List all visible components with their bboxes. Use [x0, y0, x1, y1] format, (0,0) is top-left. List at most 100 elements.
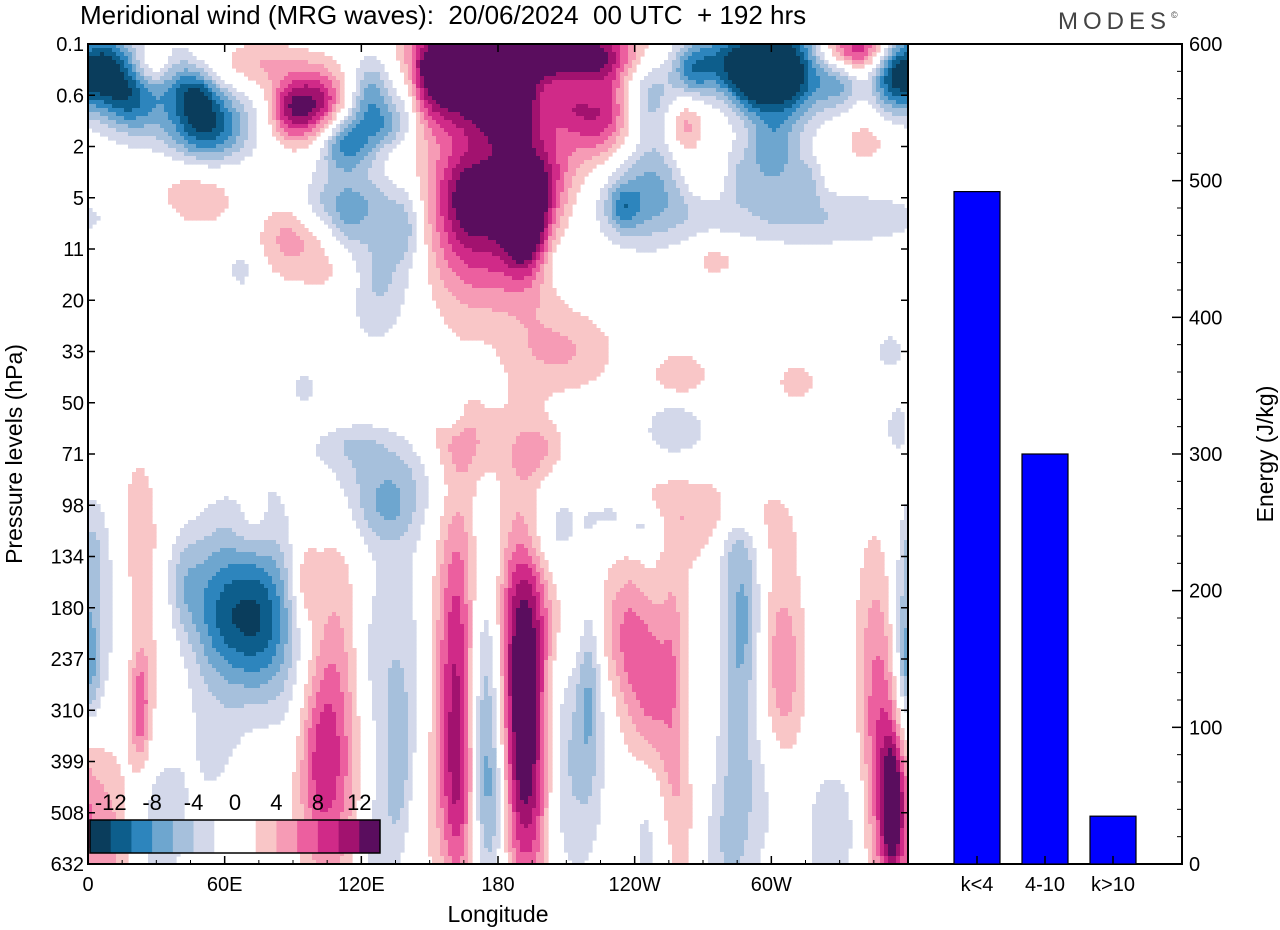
heatmap-cell: [836, 96, 841, 101]
heatmap-cell: [424, 60, 429, 65]
heatmap-cell: [104, 96, 109, 101]
heatmap-cell: [652, 136, 657, 141]
heatmap-cell: [164, 72, 169, 77]
heatmap-cell: [612, 100, 617, 105]
heatmap-cell: [120, 44, 125, 49]
heatmap-cell: [128, 96, 133, 101]
heatmap-cell: [140, 116, 145, 121]
heatmap-cell: [536, 92, 541, 97]
heatmap-cell: [692, 120, 697, 125]
heatmap-cell: [580, 92, 585, 97]
heatmap-cell: [740, 132, 745, 137]
heatmap-cell: [640, 120, 645, 125]
heatmap-cell: [248, 100, 253, 105]
heatmap-cell: [672, 48, 677, 53]
heatmap-cell: [464, 108, 469, 113]
heatmap-cell: [164, 108, 169, 113]
heatmap-cell: [752, 92, 757, 97]
heatmap-cell: [104, 72, 109, 77]
heatmap-cell: [796, 104, 801, 109]
heatmap-cell: [728, 152, 733, 157]
heatmap-cell: [736, 96, 741, 101]
heatmap-cell: [780, 80, 785, 85]
heatmap-cell: [224, 100, 229, 105]
heatmap-cell: [800, 76, 805, 81]
heatmap-cell: [320, 68, 325, 73]
heatmap-cell: [640, 136, 645, 141]
heatmap-cell: [424, 124, 429, 129]
heatmap-cell: [464, 112, 469, 117]
heatmap-cell: [280, 76, 285, 81]
heatmap-cell: [96, 68, 101, 73]
heatmap-cell: [604, 76, 609, 81]
heatmap-cell: [472, 164, 477, 169]
heatmap-cell: [556, 52, 561, 57]
heatmap-cell: [648, 136, 653, 141]
heatmap-cell: [788, 56, 793, 61]
heatmap-cell: [572, 64, 577, 69]
heatmap-cell: [612, 60, 617, 65]
heatmap-cell: [416, 88, 421, 93]
heatmap-cell: [560, 104, 565, 109]
heatmap-cell: [432, 148, 437, 153]
heatmap-cell: [388, 144, 393, 149]
heatmap-cell: [776, 44, 781, 49]
heatmap-cell: [512, 116, 517, 121]
heatmap-cell: [620, 116, 625, 121]
heatmap-cell: [768, 96, 773, 101]
heatmap-cell: [212, 164, 217, 169]
heatmap-cell: [432, 104, 437, 109]
heatmap-cell: [128, 116, 133, 121]
heatmap-cell: [112, 88, 117, 93]
heatmap-cell: [552, 68, 557, 73]
heatmap-cell: [420, 108, 425, 113]
heatmap-cell: [728, 92, 733, 97]
heatmap-cell: [400, 100, 405, 105]
heatmap-cell: [528, 96, 533, 101]
heatmap-cell: [108, 72, 113, 77]
heatmap-cell: [384, 148, 389, 153]
heatmap-cell: [508, 144, 513, 149]
heatmap-cell: [400, 104, 405, 109]
heatmap-cell: [528, 160, 533, 165]
heatmap-cell: [108, 76, 113, 81]
heatmap-cell: [788, 132, 793, 137]
heatmap-cell: [256, 52, 261, 57]
heatmap-cell: [756, 80, 761, 85]
heatmap-cell: [660, 112, 665, 117]
heatmap-cell: [200, 88, 205, 93]
heatmap-cell: [304, 144, 309, 149]
heatmap-cell: [540, 112, 545, 117]
heatmap-cell: [252, 68, 257, 73]
heatmap-cell: [340, 120, 345, 125]
heatmap-cell: [184, 116, 189, 121]
heatmap-cell: [760, 148, 765, 153]
heatmap-cell: [640, 148, 645, 153]
heatmap-cell: [804, 72, 809, 77]
heatmap-cell: [564, 104, 569, 109]
heatmap-cell: [460, 92, 465, 97]
heatmap-cell: [796, 112, 801, 117]
heatmap-cell: [840, 48, 845, 53]
heatmap-cell: [692, 56, 697, 61]
heatmap-cell: [188, 124, 193, 129]
heatmap-cell: [832, 84, 837, 89]
heatmap-cell: [320, 104, 325, 109]
heatmap-cell: [436, 132, 441, 137]
heatmap-cell: [132, 120, 137, 125]
heatmap-cell: [428, 120, 433, 125]
heatmap-cell: [296, 140, 301, 145]
heatmap-cell: [488, 104, 493, 109]
heatmap-cell: [628, 48, 633, 53]
heatmap-cell: [868, 84, 873, 89]
heatmap-cell: [156, 124, 161, 129]
heatmap-cell: [800, 136, 805, 141]
heatmap-cell: [740, 152, 745, 157]
heatmap-cell: [132, 92, 137, 97]
heatmap-cell: [840, 72, 845, 77]
heatmap-cell: [904, 92, 908, 97]
heatmap-cell: [588, 100, 593, 105]
heatmap-cell: [728, 56, 733, 61]
heatmap-cell: [424, 68, 429, 73]
heatmap-cell: [248, 128, 253, 133]
